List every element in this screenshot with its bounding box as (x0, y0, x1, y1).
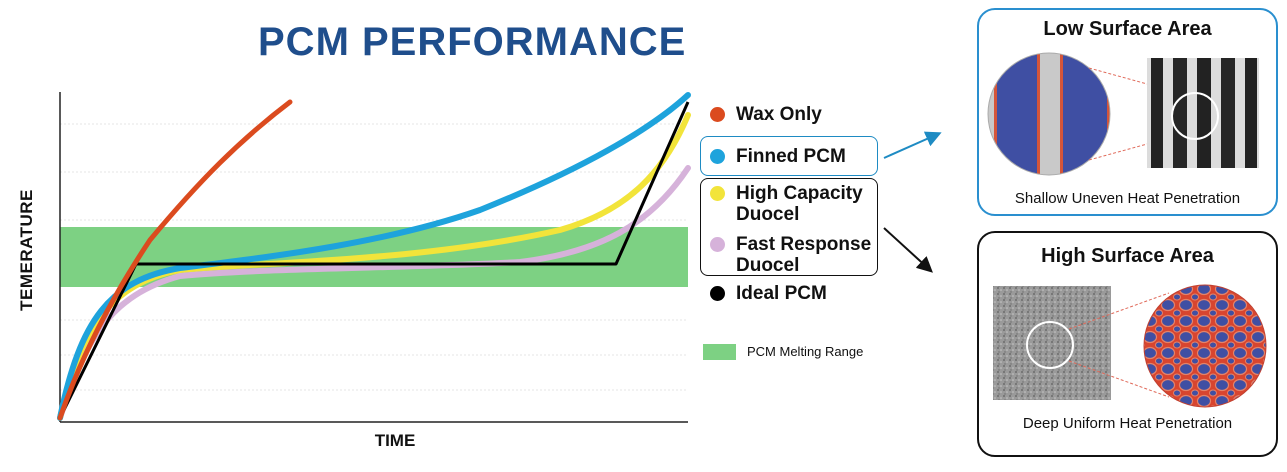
series-finned-pcm (57, 92, 691, 421)
high-surface-illustration (993, 284, 1267, 408)
chart-title: PCM PERFORMANCE (258, 20, 687, 64)
series-ideal-pcm (58, 101, 690, 419)
legend-label: Finned PCM (736, 146, 846, 167)
legend-fast-response-duocel: Fast Response Duocel (710, 234, 875, 276)
legend-dot-icon (710, 107, 725, 122)
arrow-to-low-surface (883, 131, 942, 159)
melting-range-swatch (703, 344, 736, 360)
arrow-to-high-surface (883, 227, 933, 273)
x-axis-label: TIME (374, 431, 416, 450)
series-wax-only (57, 99, 293, 421)
duocel-highlight-box (700, 178, 878, 276)
legend-ideal-pcm: Ideal PCM (710, 283, 827, 304)
low-surface-illustration (987, 52, 1259, 176)
low-surface-area-panel: Low Surface Area Shallow Uneven Heat Pen… (977, 8, 1278, 216)
legend-dot-icon (710, 186, 725, 201)
legend-label: High Capacity Duocel (736, 183, 863, 225)
panel-caption: Deep Uniform Heat Penetration (1022, 415, 1233, 432)
melting-range-label: PCM Melting Range (747, 344, 864, 359)
legend-label: Ideal PCM (736, 283, 827, 304)
high-surface-area-panel: High Surface Area (977, 231, 1278, 457)
legend-high-capacity-duocel: High Capacity Duocel (710, 183, 875, 225)
legend-wax-only: Wax Only (710, 104, 822, 125)
performance-chart (57, 92, 691, 423)
panel-caption: Shallow Uneven Heat Penetration (1014, 190, 1241, 207)
panel-title: High Surface Area (1041, 245, 1214, 267)
finned-pcm-highlight-box (700, 136, 878, 176)
legend-dot-icon (710, 149, 725, 164)
panel-title: Low Surface Area (1043, 18, 1212, 40)
legend-label: Wax Only (736, 104, 822, 125)
legend-dot-icon (710, 286, 725, 301)
legend-dot-icon (710, 237, 725, 252)
legend-finned-pcm: Finned PCM (710, 146, 846, 167)
legend-label: Fast Response Duocel (736, 234, 872, 276)
